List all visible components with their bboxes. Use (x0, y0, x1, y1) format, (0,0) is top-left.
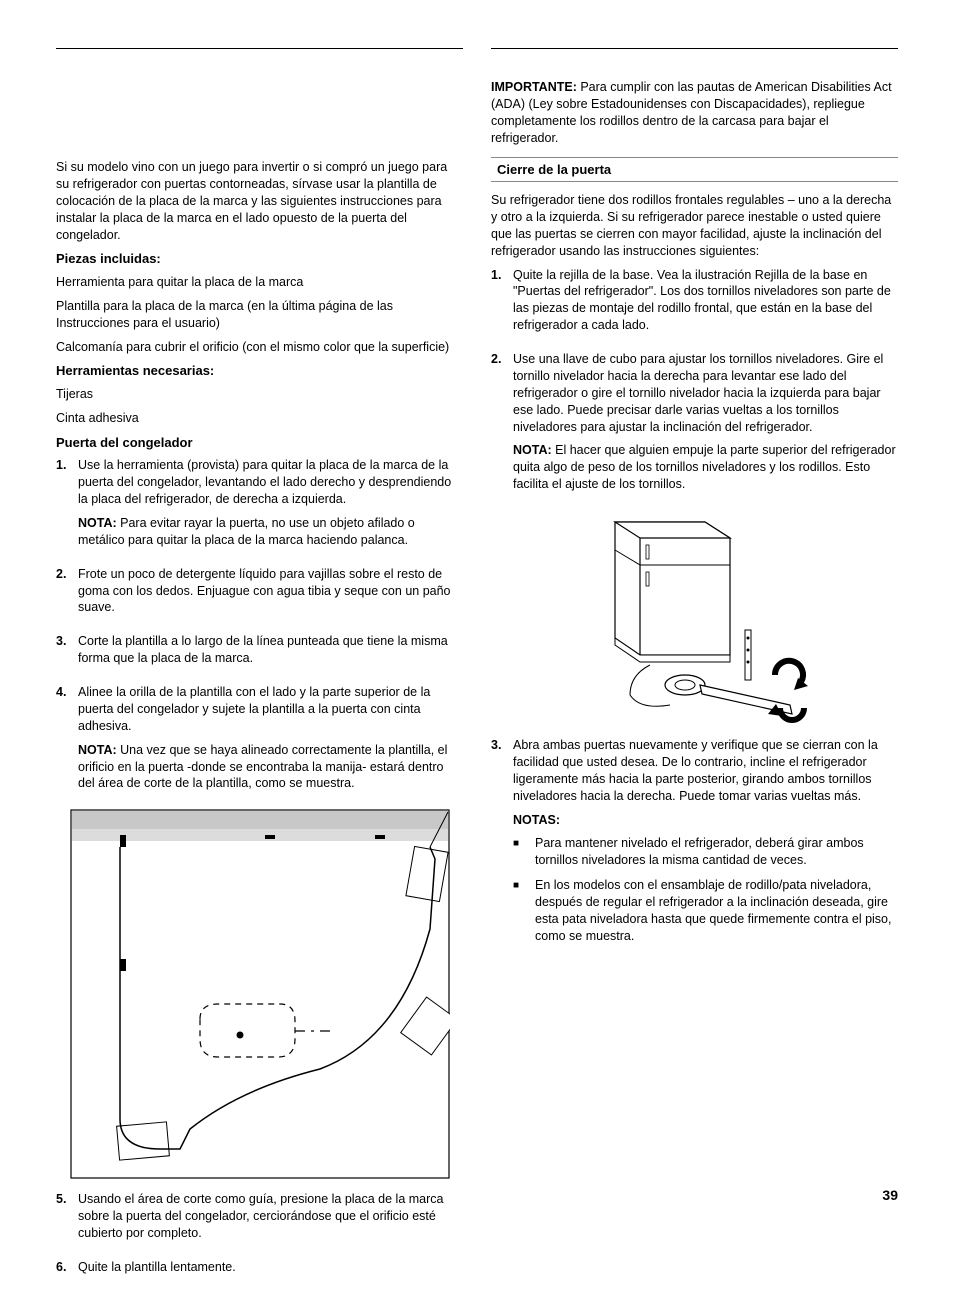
step-number: 3. (491, 737, 513, 953)
list-item: 3. Corte la plantilla a lo largo de la l… (56, 633, 463, 674)
step-text: Usando el área de corte como guía, presi… (78, 1191, 463, 1242)
list-item: ■ Para mantener nivelado el refrigerador… (513, 835, 898, 869)
door-closing-heading: Cierre de la puerta (491, 157, 898, 183)
notas-list: ■ Para mantener nivelado el refrigerador… (513, 835, 898, 944)
step-text: Quite la rejilla de la base. Vea la ilus… (513, 267, 898, 335)
note-label: NOTA: (78, 516, 117, 530)
note-text: El hacer que alguien empuje la parte sup… (513, 443, 896, 491)
freezer-door-heading: Puerta del congelador (56, 434, 463, 452)
nota-text: En los modelos con el ensamblaje de rodi… (535, 877, 898, 945)
step-note: NOTA: Para evitar rayar la puerta, no us… (78, 515, 463, 549)
step-text: Abra ambas puertas nuevamente y verifiqu… (513, 737, 898, 805)
step-text: Use una llave de cubo para ajustar los t… (513, 351, 898, 435)
template-diagram (56, 809, 463, 1179)
tools-item: Tijeras (56, 386, 463, 403)
leveling-diagram (491, 510, 898, 725)
note-text: Para evitar rayar la puerta, no use un o… (78, 516, 415, 547)
step-text: Quite la plantilla lentamente. (78, 1259, 463, 1276)
list-item: 1. Use la herramienta (provista) para qu… (56, 457, 463, 555)
step-number: 1. (491, 267, 513, 342)
right-column: IMPORTANTE: Para cumplir con las pautas … (491, 48, 898, 1293)
parts-heading: Piezas incluidas: (56, 250, 463, 268)
closing-steps-list: 1. Quite la rejilla de la base. Vea la i… (491, 267, 898, 501)
step-number: 4. (56, 684, 78, 799)
step-number: 2. (491, 351, 513, 500)
bullet-icon: ■ (513, 835, 535, 869)
step-number: 2. (56, 566, 78, 624)
page-number: 39 (882, 1186, 898, 1205)
note-label: NOTA: (78, 743, 117, 757)
template-diagram-svg (70, 809, 450, 1179)
step-text: Frote un poco de detergente líquido para… (78, 566, 463, 617)
column-top-rule (56, 48, 463, 49)
closing-steps-list-cont: 3. Abra ambas puertas nuevamente y verif… (491, 737, 898, 953)
notas-label: NOTAS: (513, 812, 898, 829)
bullet-icon: ■ (513, 877, 535, 945)
list-item: 5. Usando el área de corte como guía, pr… (56, 1191, 463, 1249)
step-number: 1. (56, 457, 78, 555)
step-text: Corte la plantilla a lo largo de la líne… (78, 633, 463, 667)
closing-intro: Su refrigerador tiene dos rodillos front… (491, 192, 898, 260)
parts-item: Herramienta para quitar la placa de la m… (56, 274, 463, 291)
freezer-steps-list: 1. Use la herramienta (provista) para qu… (56, 457, 463, 799)
tools-heading: Herramientas necesarias: (56, 362, 463, 380)
list-item: ■ En los modelos con el ensamblaje de ro… (513, 877, 898, 945)
intro-paragraph: Si su modelo vino con un juego para inve… (56, 159, 463, 243)
leveling-diagram-svg (560, 510, 830, 725)
list-item: 3. Abra ambas puertas nuevamente y verif… (491, 737, 898, 953)
parts-item: Plantilla para la placa de la marca (en … (56, 298, 463, 332)
column-top-rule (491, 48, 898, 49)
step-number: 6. (56, 1259, 78, 1283)
list-item: 2. Frote un poco de detergente líquido p… (56, 566, 463, 624)
step-text: Use la herramienta (provista) para quita… (78, 457, 463, 508)
important-label: IMPORTANTE: (491, 80, 577, 94)
freezer-steps-list-cont: 5. Usando el área de corte como guía, pr… (56, 1191, 463, 1283)
step-note: NOTA: El hacer que alguien empuje la par… (513, 442, 898, 493)
tools-item: Cinta adhesiva (56, 410, 463, 427)
list-item: 1. Quite la rejilla de la base. Vea la i… (491, 267, 898, 342)
step-number: 3. (56, 633, 78, 674)
left-column: Si su modelo vino con un juego para inve… (56, 48, 463, 1293)
important-paragraph: IMPORTANTE: Para cumplir con las pautas … (491, 79, 898, 147)
step-text: Alinee la orilla de la plantilla con el … (78, 684, 463, 735)
parts-item: Calcomanía para cubrir el orificio (con … (56, 339, 463, 356)
list-item: 4. Alinee la orilla de la plantilla con … (56, 684, 463, 799)
list-item: 6. Quite la plantilla lentamente. (56, 1259, 463, 1283)
step-number: 5. (56, 1191, 78, 1249)
note-text: Una vez que se haya alineado correctamen… (78, 743, 447, 791)
nota-text: Para mantener nivelado el refrigerador, … (535, 835, 898, 869)
note-label: NOTA: (513, 443, 552, 457)
list-item: 2. Use una llave de cubo para ajustar lo… (491, 351, 898, 500)
step-note: NOTA: Una vez que se haya alineado corre… (78, 742, 463, 793)
